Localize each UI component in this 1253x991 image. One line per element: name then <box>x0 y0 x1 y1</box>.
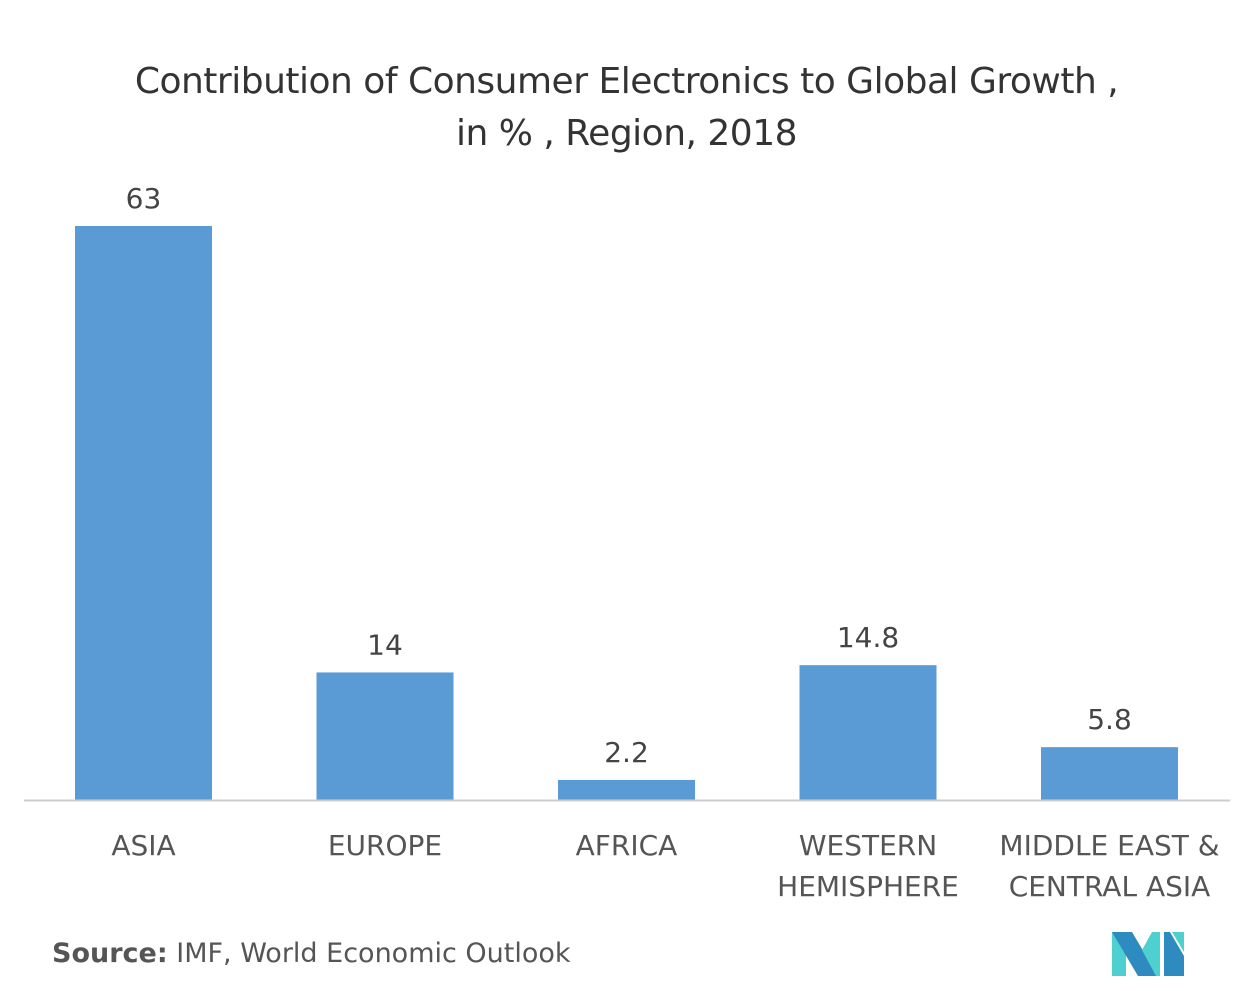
data-label: 14.8 <box>837 621 899 654</box>
category-label: AFRICA <box>576 829 678 862</box>
data-label: 14 <box>367 628 403 661</box>
source-label: Source: <box>52 938 168 969</box>
bar <box>799 665 937 800</box>
source-text: IMF, World Economic Outlook <box>167 938 571 969</box>
category-label: CENTRAL ASIA <box>1009 870 1211 903</box>
bar <box>558 779 695 800</box>
category-label: MIDDLE EAST & <box>999 829 1219 862</box>
title-line-1: Contribution of Consumer Electronics to … <box>134 61 1119 102</box>
bar <box>316 672 454 800</box>
category-label: EUROPE <box>328 829 442 862</box>
category-label: ASIA <box>111 829 175 862</box>
company-logo <box>1112 932 1184 976</box>
data-label: 63 <box>126 182 162 215</box>
category-label: WESTERN <box>799 829 937 862</box>
bar <box>1041 747 1178 800</box>
bar <box>75 226 212 800</box>
source-note: Source: IMF, World Economic Outlook <box>52 938 571 969</box>
chart-title: Contribution of Consumer Electronics to … <box>0 56 1253 160</box>
data-label: 2.2 <box>604 736 649 769</box>
title-line-2: in % , Region, 2018 <box>455 113 798 154</box>
category-label: HEMISPHERE <box>777 870 959 903</box>
data-label: 5.8 <box>1087 703 1132 736</box>
